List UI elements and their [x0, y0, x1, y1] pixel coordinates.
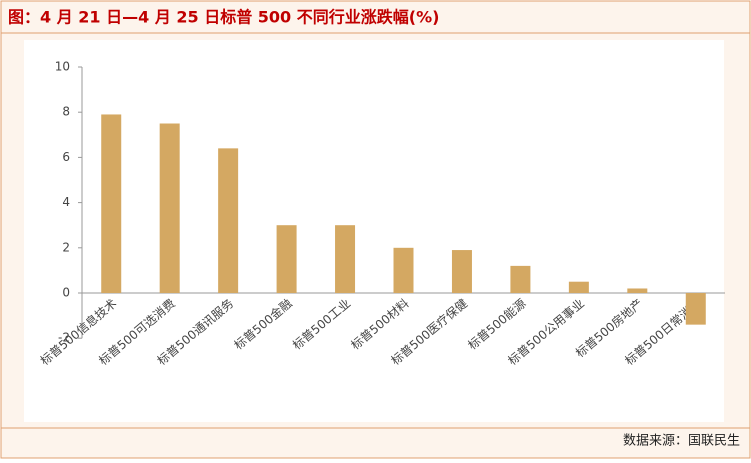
chart-title: 图：4 月 21 日—4 月 25 日标普 500 不同行业涨跌幅(%): [8, 8, 439, 27]
bar: [101, 114, 122, 294]
y-tick-label: -2: [58, 331, 70, 345]
bar: [568, 281, 589, 293]
source: 数据来源：国联民生: [623, 434, 740, 449]
bar: [685, 293, 706, 325]
y-tick-label: 10: [55, 60, 70, 74]
bar: [335, 225, 356, 293]
y-tick-label: 8: [62, 105, 70, 119]
bar: [276, 225, 297, 293]
y-tick-label: 2: [62, 240, 70, 254]
bar: [510, 265, 531, 293]
y-tick-label: 0: [62, 286, 70, 300]
y-tick-label: 4: [62, 195, 70, 209]
bar: [159, 123, 180, 293]
plot-bg: [24, 40, 724, 422]
bar: [393, 247, 414, 293]
bar: [451, 250, 472, 293]
bar: [218, 148, 239, 293]
y-tick-label: 6: [62, 150, 70, 164]
bar: [627, 288, 648, 293]
